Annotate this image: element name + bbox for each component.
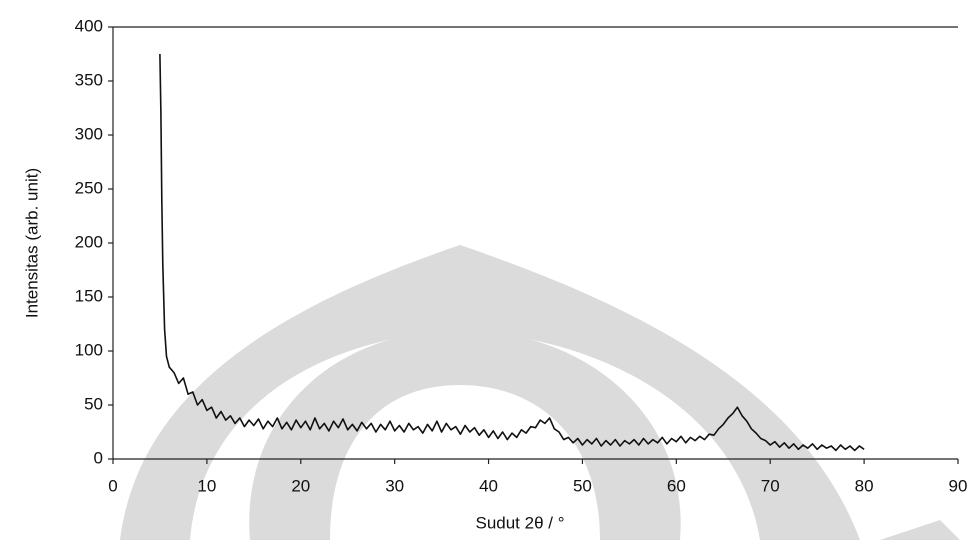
x-axis-label: Sudut 2θ / ° <box>475 513 564 532</box>
y-tick-label: 0 <box>94 448 103 467</box>
x-tick-label: 70 <box>761 476 780 495</box>
x-tick-label: 80 <box>855 476 874 495</box>
y-tick-label: 200 <box>75 232 103 251</box>
y-tick-label: 250 <box>75 178 103 197</box>
data-line <box>159 53 865 452</box>
x-tick-label: 60 <box>667 476 686 495</box>
x-tick-label: 30 <box>385 476 404 495</box>
watermark <box>120 245 960 540</box>
y-tick-label: 300 <box>75 124 103 143</box>
y-tick-label: 100 <box>75 340 103 359</box>
y-axis-label: Intensitas (arb. unit) <box>22 168 41 318</box>
y-tick-label: 350 <box>75 70 103 89</box>
x-tick-label: 50 <box>573 476 592 495</box>
y-tick-label: 150 <box>75 286 103 305</box>
x-tick-label: 20 <box>291 476 310 495</box>
x-tick-label: 10 <box>197 476 216 495</box>
x-tick-label: 90 <box>949 476 968 495</box>
x-tick-label: 0 <box>108 476 117 495</box>
y-tick-label: 50 <box>84 394 103 413</box>
x-tick-label: 40 <box>479 476 498 495</box>
y-tick-label: 400 <box>75 16 103 35</box>
